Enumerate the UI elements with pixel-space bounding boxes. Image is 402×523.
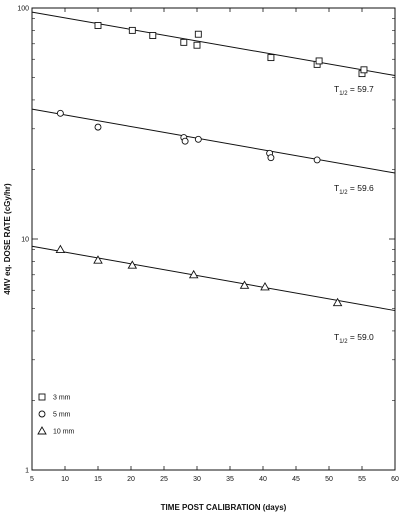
data-point-circle bbox=[194, 135, 202, 143]
x-tick-label: 20 bbox=[127, 476, 135, 483]
legend-marker-triangle bbox=[37, 426, 47, 435]
fit-line-square bbox=[31, 11, 396, 77]
data-point-square bbox=[194, 30, 202, 38]
data-point-triangle bbox=[93, 255, 103, 264]
data-point-triangle bbox=[127, 260, 138, 269]
x-tick-label: 30 bbox=[193, 476, 201, 483]
x-tick-label: 10 bbox=[61, 476, 69, 483]
data-point-square bbox=[94, 22, 102, 29]
legend-label: 10 mm bbox=[53, 429, 75, 436]
x-axis-title: TIME POST CALIBRATION (days) bbox=[161, 503, 287, 512]
half-life-subscript: 1/2 bbox=[339, 190, 348, 196]
half-life-subscript: 1/2 bbox=[339, 91, 348, 97]
data-point-circle bbox=[313, 156, 321, 164]
y-axis-title: 4MV eq. DOSE RATE (cGy/hr) bbox=[3, 183, 12, 295]
half-life-value: = 59.7 bbox=[348, 84, 375, 94]
half-life-value: = 59.0 bbox=[348, 332, 375, 342]
legend-label: 3 mm bbox=[53, 395, 71, 402]
y-tick-label: 100 bbox=[17, 6, 29, 13]
half-life-value: = 59.6 bbox=[348, 183, 375, 193]
data-point-circle bbox=[181, 137, 189, 145]
x-tick-label: 35 bbox=[226, 476, 234, 483]
data-point-square bbox=[193, 41, 201, 49]
data-point-circle bbox=[94, 123, 102, 131]
data-point-circle bbox=[56, 109, 64, 117]
half-life-t: T bbox=[334, 332, 339, 342]
data-point-square bbox=[128, 26, 136, 34]
data-point-square bbox=[360, 66, 368, 74]
data-point-triangle bbox=[260, 282, 270, 291]
data-point-square bbox=[180, 38, 188, 46]
legend-marker-circle bbox=[38, 410, 46, 418]
fit-line-circle bbox=[31, 108, 396, 174]
x-tick-label: 60 bbox=[391, 476, 399, 483]
x-tick-label: 50 bbox=[325, 476, 333, 483]
x-tick-label: 45 bbox=[292, 476, 300, 483]
data-point-square bbox=[149, 32, 157, 39]
half-life-label: T1/2 = 59.0 bbox=[334, 332, 374, 345]
data-point-triangle bbox=[55, 244, 66, 254]
x-tick-label: 5 bbox=[30, 476, 34, 483]
data-point-circle bbox=[267, 154, 275, 162]
half-life-t: T bbox=[334, 183, 339, 193]
plot-frame bbox=[31, 7, 396, 471]
data-point-triangle bbox=[188, 269, 199, 279]
half-life-t: T bbox=[334, 84, 339, 94]
data-point-triangle bbox=[239, 280, 250, 289]
half-life-subscript: 1/2 bbox=[339, 339, 348, 345]
data-point-square bbox=[315, 57, 323, 65]
y-tick-label: 10 bbox=[21, 237, 29, 244]
legend-marker-square bbox=[38, 393, 46, 401]
y-tick-label: 1 bbox=[25, 468, 29, 475]
fit-line-triangle bbox=[31, 245, 396, 312]
data-point-triangle bbox=[332, 297, 343, 307]
x-tick-label: 55 bbox=[358, 476, 366, 483]
x-tick-label: 25 bbox=[160, 476, 168, 483]
half-life-label: T1/2 = 59.6 bbox=[334, 183, 374, 196]
x-tick-label: 40 bbox=[259, 476, 267, 483]
data-point-square bbox=[267, 54, 275, 62]
x-tick-label: 15 bbox=[94, 476, 102, 483]
half-life-label: T1/2 = 59.7 bbox=[334, 84, 374, 97]
legend-label: 5 mm bbox=[53, 412, 71, 419]
